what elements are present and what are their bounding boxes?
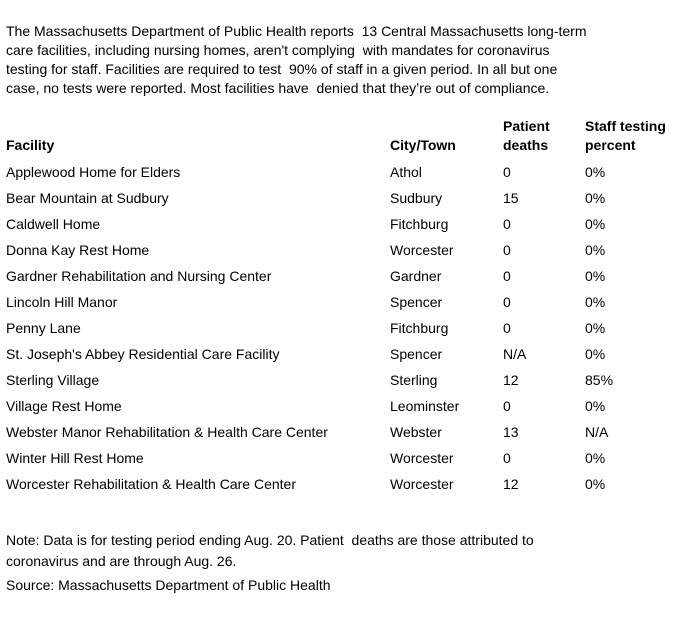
column-header-patient-deaths: Patient deaths <box>503 118 550 153</box>
city-cell: Webster <box>390 424 442 440</box>
facility-cell: Gardner Rehabilitation and Nursing Cente… <box>6 268 272 284</box>
deaths-cell: 0 <box>503 398 511 414</box>
table-row: Winter Hill Rest Home Worcester 0 0% <box>6 445 676 471</box>
facilities-table: Facility City/Town Patient deaths Staff … <box>6 117 676 497</box>
table-row: Applewood Home for Elders Athol 0 0% <box>6 159 676 185</box>
facility-cell: Donna Kay Rest Home <box>6 242 150 258</box>
table-row: Worcester Rehabilitation & Health Care C… <box>6 471 676 497</box>
deaths-cell: 0 <box>503 268 511 284</box>
testing-cell: N/A <box>585 424 609 440</box>
table-row: Village Rest Home Leominster 0 0% <box>6 393 676 419</box>
note-text: Note: Data is for testing period ending … <box>6 532 534 569</box>
facility-cell: Caldwell Home <box>6 216 101 232</box>
column-header-city-town: City/Town <box>390 137 456 153</box>
deaths-cell: 0 <box>503 216 511 232</box>
facility-cell: Worcester Rehabilitation & Health Care C… <box>6 476 296 492</box>
intro-paragraph: The Massachusetts Department of Public H… <box>6 23 587 96</box>
table-row: St. Joseph's Abbey Residential Care Faci… <box>6 341 676 367</box>
testing-cell: 85% <box>585 372 614 388</box>
facility-cell: Penny Lane <box>6 320 81 336</box>
table-body: Applewood Home for Elders Athol 0 0% Bea… <box>6 159 676 497</box>
deaths-cell: 12 <box>503 476 519 492</box>
facility-cell: Lincoln Hill Manor <box>6 294 118 310</box>
city-cell: Sudbury <box>390 190 443 206</box>
deaths-cell: 0 <box>503 450 511 466</box>
testing-cell: 0% <box>585 450 606 466</box>
source-text: Source: Massachusetts Department of Publ… <box>6 577 331 593</box>
table-row: Penny Lane Fitchburg 0 0% <box>6 315 676 341</box>
facility-cell: Sterling Village <box>6 372 100 388</box>
deaths-cell: 13 <box>503 424 519 440</box>
testing-cell: 0% <box>585 398 606 414</box>
facility-cell: Applewood Home for Elders <box>6 164 181 180</box>
testing-cell: 0% <box>585 294 606 310</box>
table-row: Sterling Village Sterling 12 85% <box>6 367 676 393</box>
table-row: Gardner Rehabilitation and Nursing Cente… <box>6 263 676 289</box>
city-cell: Sterling <box>390 372 438 388</box>
table-row: Donna Kay Rest Home Worcester 0 0% <box>6 237 676 263</box>
testing-cell: 0% <box>585 346 606 362</box>
deaths-cell: N/A <box>503 346 527 362</box>
deaths-cell: 0 <box>503 242 511 258</box>
table-row: Caldwell Home Fitchburg 0 0% <box>6 211 676 237</box>
testing-cell: 0% <box>585 216 606 232</box>
facility-cell: Winter Hill Rest Home <box>6 450 144 466</box>
facility-cell: Webster Manor Rehabilitation & Health Ca… <box>6 424 328 440</box>
facility-cell: Village Rest Home <box>6 398 122 414</box>
testing-cell: 0% <box>585 190 606 206</box>
deaths-cell: 15 <box>503 190 519 206</box>
table-row: Lincoln Hill Manor Spencer 0 0% <box>6 289 676 315</box>
city-cell: Spencer <box>390 346 443 362</box>
testing-cell: 0% <box>585 320 606 336</box>
deaths-cell: 12 <box>503 372 519 388</box>
testing-cell: 0% <box>585 164 606 180</box>
city-cell: Fitchburg <box>390 216 449 232</box>
city-cell: Fitchburg <box>390 320 449 336</box>
city-cell: Athol <box>390 164 422 180</box>
city-cell: Gardner <box>390 268 442 284</box>
city-cell: Worcester <box>390 476 454 492</box>
table-row: Webster Manor Rehabilitation & Health Ca… <box>6 419 676 445</box>
column-header-facility: Facility <box>6 137 55 153</box>
header-row: Facility City/Town Patient deaths Staff … <box>6 117 676 159</box>
testing-cell: 0% <box>585 242 606 258</box>
deaths-cell: 0 <box>503 320 511 336</box>
facility-cell: Bear Mountain at Sudbury <box>6 190 169 206</box>
facility-cell: St. Joseph's Abbey Residential Care Faci… <box>6 346 280 362</box>
city-cell: Worcester <box>390 450 454 466</box>
testing-cell: 0% <box>585 268 606 284</box>
city-cell: Spencer <box>390 294 443 310</box>
testing-cell: 0% <box>585 476 606 492</box>
city-cell: Worcester <box>390 242 454 258</box>
column-header-staff-testing-percent: Staff testing percent <box>585 118 666 153</box>
deaths-cell: 0 <box>503 294 511 310</box>
table-row: Bear Mountain at Sudbury Sudbury 15 0% <box>6 185 676 211</box>
city-cell: Leominster <box>390 398 460 414</box>
deaths-cell: 0 <box>503 164 511 180</box>
